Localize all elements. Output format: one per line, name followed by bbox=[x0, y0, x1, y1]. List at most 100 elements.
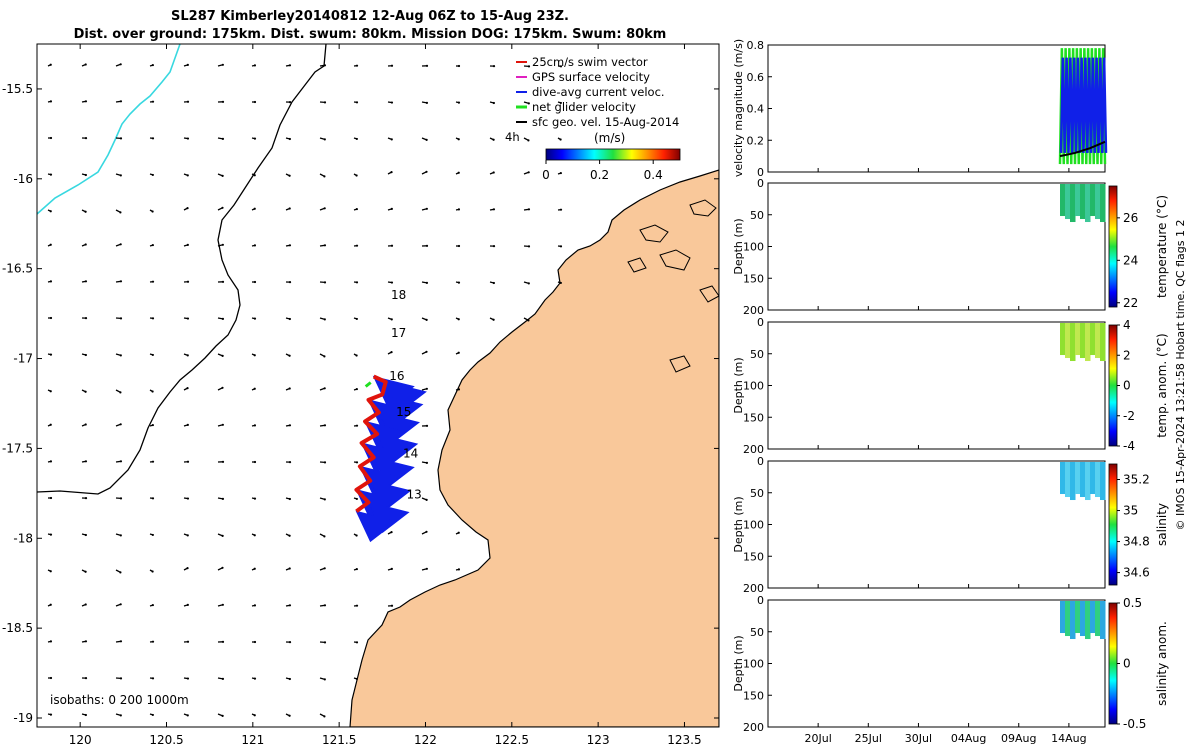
sfc-velocity-arrowhead bbox=[323, 281, 327, 284]
sfc-velocity-arrowhead bbox=[119, 100, 123, 103]
sfc-velocity-arrowhead bbox=[221, 280, 225, 283]
sfc-velocity-arrowhead bbox=[84, 317, 88, 320]
figure-title-line-2: Dist. over ground: 175km. Dist. swum: 80… bbox=[73, 27, 667, 42]
sfc-velocity-arrowhead bbox=[119, 571, 122, 574]
sfc-velocity-arrowhead bbox=[221, 100, 225, 103]
sfc-velocity-arrowhead bbox=[527, 208, 531, 211]
sfc-velocity-arrowhead bbox=[49, 640, 53, 643]
map-y-tick-label: -18 bbox=[13, 531, 33, 545]
sfc-velocity-arrowhead bbox=[288, 677, 291, 681]
sfc-velocity-arrowhead bbox=[151, 497, 155, 500]
temperature-colorbar-tick-label: 22 bbox=[1123, 296, 1138, 310]
sfc-velocity-arrowhead bbox=[527, 245, 531, 248]
sfc-velocity-arrowhead bbox=[119, 423, 122, 426]
sfc-velocity-arrowhead bbox=[492, 208, 496, 211]
sfc-velocity-arrowhead bbox=[288, 534, 291, 537]
depth-tick-label: 0 bbox=[757, 177, 764, 190]
map-y-axis: -15.5 -16 -16.5 -17 -17.5 -18 -18.5 -19 bbox=[2, 82, 719, 725]
temperature-profile-cell bbox=[1065, 184, 1071, 220]
sfc-velocity-arrowhead bbox=[151, 353, 154, 357]
figure-title-line-1: SL287 Kimberley20140812 12-Aug 06Z to 15… bbox=[171, 9, 569, 24]
sfc-velocity-arrowhead bbox=[355, 174, 358, 177]
day-label: 16 bbox=[389, 369, 404, 383]
sfc-velocity-arrowhead bbox=[186, 640, 190, 643]
sfc-velocity-arrowhead bbox=[559, 245, 563, 248]
temperature-panel-frame bbox=[767, 182, 1106, 311]
depth-tick-label: 100 bbox=[743, 658, 764, 671]
sfc-velocity-arrowhead bbox=[323, 64, 327, 67]
sfc-velocity-arrowhead bbox=[390, 318, 393, 321]
temp-anom-panel: 0 50 100 150 200 Depth (m) -4 -2 0 2 4 temp. anom. … bbox=[732, 316, 1169, 456]
sfc-velocity-arrowhead bbox=[492, 65, 496, 68]
sfc-velocity-arrowhead bbox=[151, 423, 154, 427]
depth-tick-label: 200 bbox=[743, 582, 764, 595]
sfc-velocity-arrowhead bbox=[355, 567, 358, 571]
velocity-y-tick-label: 0 bbox=[757, 166, 764, 179]
speed-colorbar-tick-label: 0.2 bbox=[590, 168, 609, 182]
sfc-velocity-arrowhead bbox=[559, 138, 562, 141]
sfc-velocity-arrowhead bbox=[253, 244, 257, 247]
salinity-colorbar-tick-label: 34.6 bbox=[1123, 566, 1150, 580]
temperature-profile-cell bbox=[1090, 184, 1096, 217]
sfc-velocity-arrowhead bbox=[49, 353, 53, 356]
net-glider-velocity bbox=[364, 381, 372, 388]
sfc-velocity-arrowhead bbox=[84, 280, 88, 283]
sfc-velocity-arrowhead bbox=[253, 174, 256, 177]
sal-anom-profile-cell bbox=[1070, 601, 1076, 640]
coastline-island-5 bbox=[699, 285, 719, 303]
sfc-velocity-arrowhead bbox=[253, 460, 257, 464]
time-tick-label: 04Aug bbox=[951, 732, 986, 745]
sfc-velocity-arrowhead bbox=[390, 531, 393, 534]
temperature-ylabel: temperature (°C) bbox=[1155, 195, 1169, 298]
sfc-velocity-arrowhead bbox=[49, 570, 52, 573]
salinity-ylabel: salinity bbox=[1155, 503, 1169, 546]
sal-anom-profile-cell bbox=[1090, 601, 1096, 634]
coastline-island-6 bbox=[669, 355, 691, 373]
sfc-velocity-arrowhead bbox=[84, 173, 87, 177]
sfc-velocity-arrowhead bbox=[84, 603, 87, 606]
legend-net-glider: net glider velocity bbox=[532, 100, 636, 114]
surface-geostrophic-velocity-field bbox=[47, 63, 563, 718]
sfc-velocity-arrowhead bbox=[151, 63, 154, 67]
map-chart: 18 17 16 15 14 13 120 120.5 121 121.5 122 122.5 123… bbox=[2, 43, 720, 747]
sal-anom-profile-cell bbox=[1065, 601, 1071, 637]
sfc-velocity-arrowhead bbox=[390, 281, 394, 284]
sfc-velocity-arrowhead bbox=[221, 206, 224, 209]
sfc-velocity-arrowhead bbox=[221, 603, 224, 606]
map-y-tick-label: -16.5 bbox=[2, 262, 33, 276]
sfc-velocity-arrowhead bbox=[253, 424, 257, 427]
depth-tick-label: 150 bbox=[743, 689, 764, 702]
sfc-velocity-arrowhead bbox=[390, 101, 394, 104]
coastline-island-2 bbox=[659, 249, 691, 271]
temperature-profile-cell bbox=[1100, 184, 1106, 223]
sfc-velocity-arrowhead bbox=[390, 138, 393, 141]
sfc-velocity-arrowhead bbox=[49, 210, 52, 213]
sfc-velocity-arrowhead bbox=[355, 424, 359, 427]
depth-tick-label: 200 bbox=[743, 304, 764, 317]
velocity-panel: 0 0.2 0.4 0.6 0.8 velocity magnitude (m/s) bbox=[732, 39, 1108, 179]
sfc-velocity-arrowhead bbox=[221, 63, 224, 66]
sal-anom-panel: 0 50 100 150 200 Depth (m) -0.5 0 0.5 salinity an… bbox=[732, 594, 1169, 734]
sfc-velocity-arrowhead bbox=[323, 424, 327, 427]
sfc-velocity-arrowhead bbox=[288, 317, 291, 321]
sfc-velocity-arrowhead bbox=[84, 353, 87, 357]
sfc-velocity-arrowhead bbox=[186, 100, 190, 103]
depth-tick-label: 100 bbox=[743, 380, 764, 393]
sfc-velocity-arrowhead bbox=[355, 604, 359, 607]
temp-anom-ylabel: temp. anom. (°C) bbox=[1155, 333, 1169, 437]
sfc-velocity-arrowhead bbox=[49, 390, 52, 393]
sfc-velocity-arrowhead bbox=[221, 137, 225, 140]
sfc-velocity-arrowhead bbox=[425, 424, 429, 427]
sfc-velocity-arrowhead bbox=[492, 245, 496, 248]
speed-colorbar-tick-label: 0 bbox=[542, 168, 550, 182]
sfc-velocity-arrowhead bbox=[119, 243, 122, 246]
sfc-geo-speed-series bbox=[1059, 140, 1106, 158]
sfc-velocity-arrowhead bbox=[186, 567, 189, 570]
sfc-velocity-arrowhead bbox=[457, 138, 460, 141]
sfc-velocity-arrowhead bbox=[288, 174, 291, 177]
time-axis: 20Jul 25Jul 30Jul 04Aug 09Aug 14Aug bbox=[805, 168, 1087, 745]
sfc-velocity-arrowhead bbox=[253, 387, 256, 390]
sfc-velocity-arrowhead bbox=[288, 64, 292, 67]
day-label: 15 bbox=[396, 405, 411, 419]
